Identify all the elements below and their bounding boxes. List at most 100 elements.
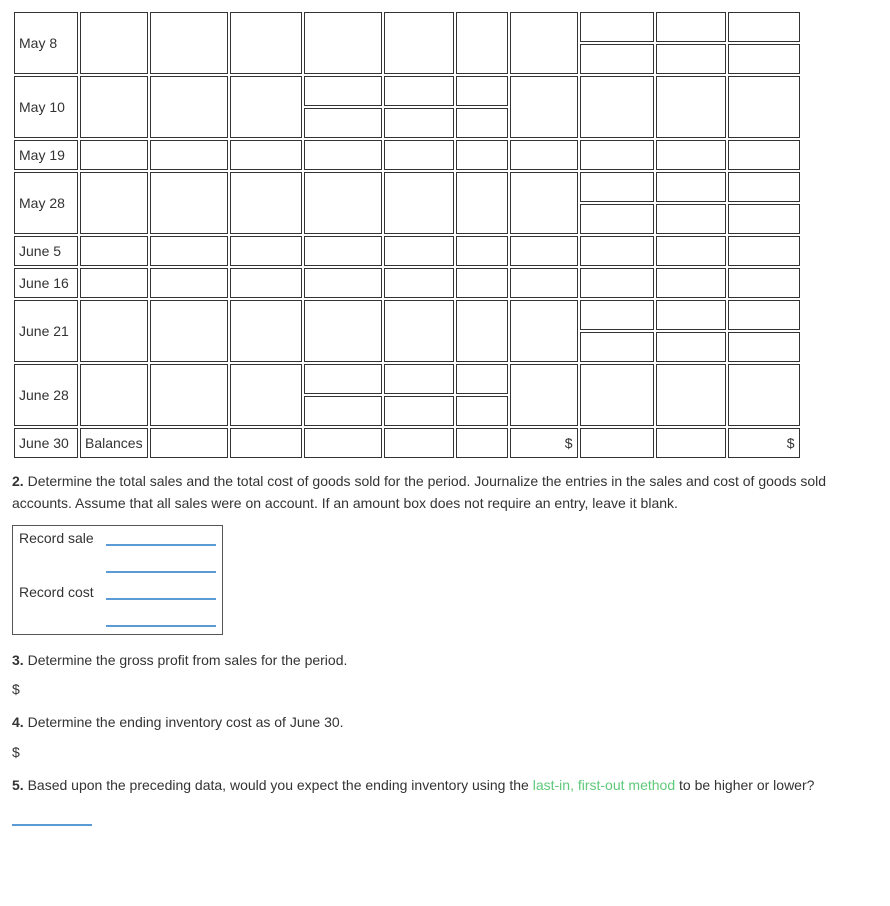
ledger-cell[interactable] [384, 140, 454, 170]
q5-answer-input[interactable] [12, 810, 92, 826]
ledger-cell[interactable] [150, 268, 228, 298]
ledger-cell[interactable] [510, 364, 578, 426]
ledger-cell[interactable] [230, 268, 302, 298]
ledger-cell[interactable] [150, 236, 228, 266]
ledger-cell[interactable]: $ [728, 428, 800, 458]
ledger-cell[interactable] [728, 364, 800, 426]
ledger-cell[interactable] [580, 268, 654, 298]
ledger-cell[interactable] [580, 300, 654, 330]
q3-answer[interactable]: $ [12, 681, 878, 697]
sale-account-input-2[interactable] [106, 557, 216, 573]
ledger-cell[interactable] [150, 12, 228, 74]
ledger-cell[interactable] [150, 300, 228, 362]
ledger-cell[interactable] [656, 204, 726, 234]
ledger-cell[interactable] [384, 300, 454, 362]
ledger-cell[interactable] [510, 172, 578, 234]
ledger-cell[interactable] [656, 300, 726, 330]
ledger-cell[interactable] [384, 76, 454, 106]
ledger-cell[interactable] [728, 268, 800, 298]
ledger-cell[interactable] [580, 172, 654, 202]
ledger-cell[interactable] [384, 364, 454, 394]
ledger-cell[interactable] [304, 396, 382, 426]
ledger-cell[interactable] [456, 172, 508, 234]
ledger-cell[interactable] [304, 108, 382, 138]
ledger-cell[interactable] [150, 140, 228, 170]
ledger-cell[interactable] [580, 44, 654, 74]
ledger-cell[interactable] [80, 76, 148, 138]
ledger-cell[interactable] [384, 108, 454, 138]
ledger-cell[interactable] [384, 236, 454, 266]
ledger-cell[interactable] [656, 364, 726, 426]
ledger-cell[interactable] [456, 76, 508, 106]
ledger-cell[interactable] [304, 12, 382, 74]
ledger-cell[interactable] [580, 332, 654, 362]
ledger-cell[interactable] [80, 300, 148, 362]
ledger-cell[interactable] [656, 268, 726, 298]
ledger-cell[interactable] [304, 140, 382, 170]
ledger-cell[interactable] [580, 12, 654, 42]
ledger-cell[interactable] [728, 76, 800, 138]
ledger-cell[interactable] [384, 12, 454, 74]
ledger-cell[interactable] [230, 300, 302, 362]
ledger-cell[interactable] [384, 396, 454, 426]
ledger-cell[interactable] [230, 76, 302, 138]
ledger-cell[interactable] [728, 204, 800, 234]
ledger-cell[interactable] [456, 140, 508, 170]
ledger-cell[interactable] [304, 300, 382, 362]
ledger-cell[interactable] [728, 300, 800, 330]
ledger-cell[interactable] [510, 12, 578, 74]
ledger-cell[interactable] [580, 76, 654, 138]
sale-account-input-1[interactable] [106, 530, 216, 546]
ledger-cell[interactable] [656, 236, 726, 266]
ledger-cell[interactable] [304, 364, 382, 394]
ledger-cell[interactable] [80, 12, 148, 74]
ledger-cell[interactable] [230, 140, 302, 170]
ledger-cell[interactable] [510, 236, 578, 266]
cost-account-input-1[interactable] [106, 584, 216, 600]
ledger-cell[interactable] [656, 140, 726, 170]
ledger-cell[interactable] [656, 332, 726, 362]
ledger-cell[interactable] [580, 204, 654, 234]
ledger-cell[interactable] [656, 12, 726, 42]
ledger-cell[interactable] [580, 364, 654, 426]
ledger-cell[interactable] [384, 268, 454, 298]
ledger-cell[interactable] [230, 12, 302, 74]
q4-answer[interactable]: $ [12, 744, 878, 760]
ledger-cell[interactable] [150, 364, 228, 426]
ledger-cell[interactable] [80, 140, 148, 170]
ledger-cell[interactable] [580, 140, 654, 170]
ledger-cell[interactable] [510, 268, 578, 298]
ledger-cell[interactable] [384, 172, 454, 234]
ledger-cell[interactable] [304, 268, 382, 298]
ledger-cell[interactable] [304, 76, 382, 106]
ledger-cell[interactable] [80, 364, 148, 426]
ledger-cell[interactable] [304, 172, 382, 234]
ledger-cell[interactable] [510, 140, 578, 170]
ledger-cell[interactable] [230, 172, 302, 234]
ledger-cell[interactable] [230, 364, 302, 426]
ledger-cell[interactable] [456, 268, 508, 298]
ledger-cell[interactable] [150, 172, 228, 234]
ledger-cell[interactable] [80, 172, 148, 234]
ledger-cell[interactable] [580, 236, 654, 266]
ledger-cell[interactable] [656, 76, 726, 138]
lifo-method-link[interactable]: last-in, first-out method [533, 777, 675, 793]
ledger-cell[interactable] [510, 76, 578, 138]
ledger-cell[interactable] [80, 268, 148, 298]
ledger-cell[interactable] [230, 236, 302, 266]
ledger-cell[interactable] [656, 172, 726, 202]
ledger-cell[interactable] [456, 236, 508, 266]
ledger-cell[interactable] [80, 236, 148, 266]
ledger-cell[interactable] [728, 236, 800, 266]
ledger-cell[interactable] [456, 12, 508, 74]
ledger-cell[interactable] [728, 332, 800, 362]
ledger-cell[interactable] [456, 300, 508, 362]
ledger-cell[interactable] [456, 396, 508, 426]
ledger-cell[interactable] [304, 236, 382, 266]
ledger-cell[interactable]: $ [510, 428, 578, 458]
ledger-cell[interactable] [728, 12, 800, 42]
ledger-cell[interactable] [150, 76, 228, 138]
ledger-cell[interactable] [656, 44, 726, 74]
cost-account-input-2[interactable] [106, 611, 216, 627]
ledger-cell[interactable] [728, 172, 800, 202]
